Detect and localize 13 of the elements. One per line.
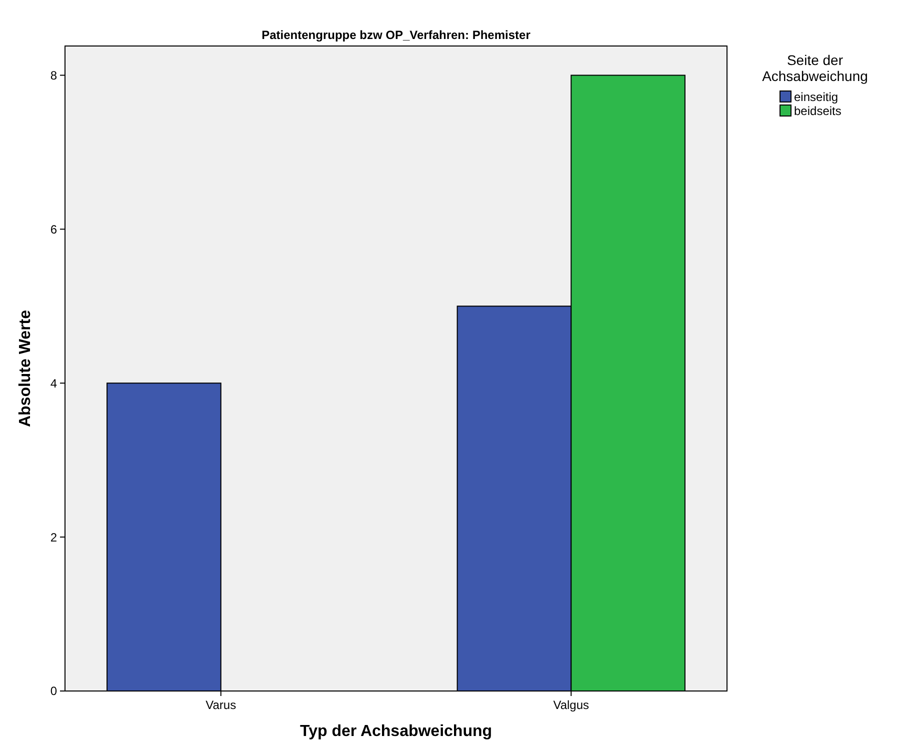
legend-label: beidseits [794, 104, 842, 118]
x-tick-label: Varus [206, 698, 236, 712]
x-axis-title: Typ der Achsabweichung [300, 723, 492, 740]
y-tick-label: 0 [50, 684, 58, 698]
y-tick-label: 6 [50, 222, 58, 236]
legend-label: einseitig [794, 90, 838, 104]
chart-title: Patientengruppe bzw OP_Verfahren: Phemister [262, 28, 531, 42]
y-tick-label: 8 [50, 68, 58, 82]
x-tick-label: Valgus [553, 698, 590, 712]
y-tick-label: 2 [50, 530, 58, 544]
legend-title: Seite der Achsabweichung [762, 52, 868, 84]
y-tick-label: 4 [50, 376, 58, 390]
y-axis-title: Absolute Werte [17, 310, 34, 428]
